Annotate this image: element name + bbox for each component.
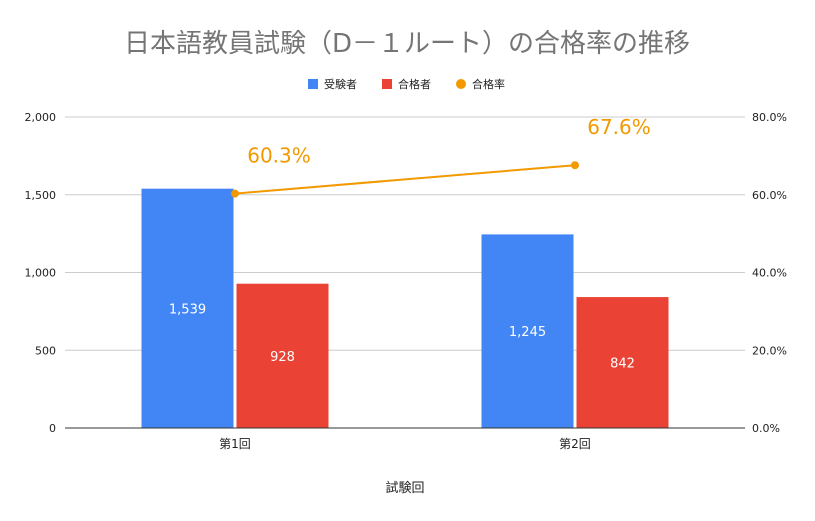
- left-tick-label: 1,500: [25, 189, 57, 202]
- bars: [141, 188, 669, 428]
- chart-title: 日本語教員試験（D－１ルート）の合格率の推移: [124, 29, 690, 59]
- rate-label: 67.6%: [587, 115, 651, 139]
- right-tick-label: 20.0%: [752, 344, 787, 357]
- category-label: 第2回: [559, 437, 591, 451]
- right-axis-ticks: 0.0% 20.0% 40.0% 60.0% 80.0%: [752, 111, 787, 435]
- bar-value-label: 928: [270, 350, 295, 365]
- bar: [576, 297, 669, 428]
- bar: [141, 188, 234, 428]
- legend-marker: [308, 79, 318, 89]
- category-label: 第1回: [219, 437, 251, 451]
- right-tick-label: 40.0%: [752, 267, 787, 280]
- right-tick-label: 0.0%: [752, 422, 780, 435]
- left-tick-label: 1,000: [25, 267, 57, 280]
- legend-marker: [382, 79, 392, 89]
- right-tick-label: 80.0%: [752, 111, 787, 124]
- legend-marker: [456, 79, 466, 89]
- legend: 受験者 合格者 合格率: [308, 77, 505, 91]
- rate-point: [231, 189, 239, 198]
- legend-label: 受験者: [324, 77, 357, 91]
- right-tick-label: 60.0%: [752, 189, 787, 202]
- bar-value-label: 1,539: [169, 302, 206, 317]
- left-tick-label: 0: [49, 422, 56, 435]
- rate-point: [571, 161, 579, 170]
- rate-line: 60.3% 67.6%: [231, 115, 651, 198]
- left-tick-label: 500: [35, 344, 56, 357]
- category-labels: 第1回 第2回: [219, 437, 591, 451]
- bar-value-label: 1,245: [509, 325, 546, 340]
- left-axis-ticks: 0 500 1,000 1,500 2,000: [25, 111, 57, 435]
- rate-label: 60.3%: [247, 144, 311, 168]
- bar: [481, 234, 574, 428]
- bar-value-label: 842: [610, 357, 635, 372]
- legend-label: 合格者: [398, 77, 431, 91]
- bar-labels: 1,539 928 1,245 842: [169, 302, 635, 371]
- rate-line-path: [234, 164, 576, 195]
- x-axis-title: 試験回: [385, 480, 424, 496]
- left-tick-label: 2,000: [25, 111, 57, 124]
- bar: [236, 283, 329, 428]
- legend-label: 合格率: [472, 77, 505, 91]
